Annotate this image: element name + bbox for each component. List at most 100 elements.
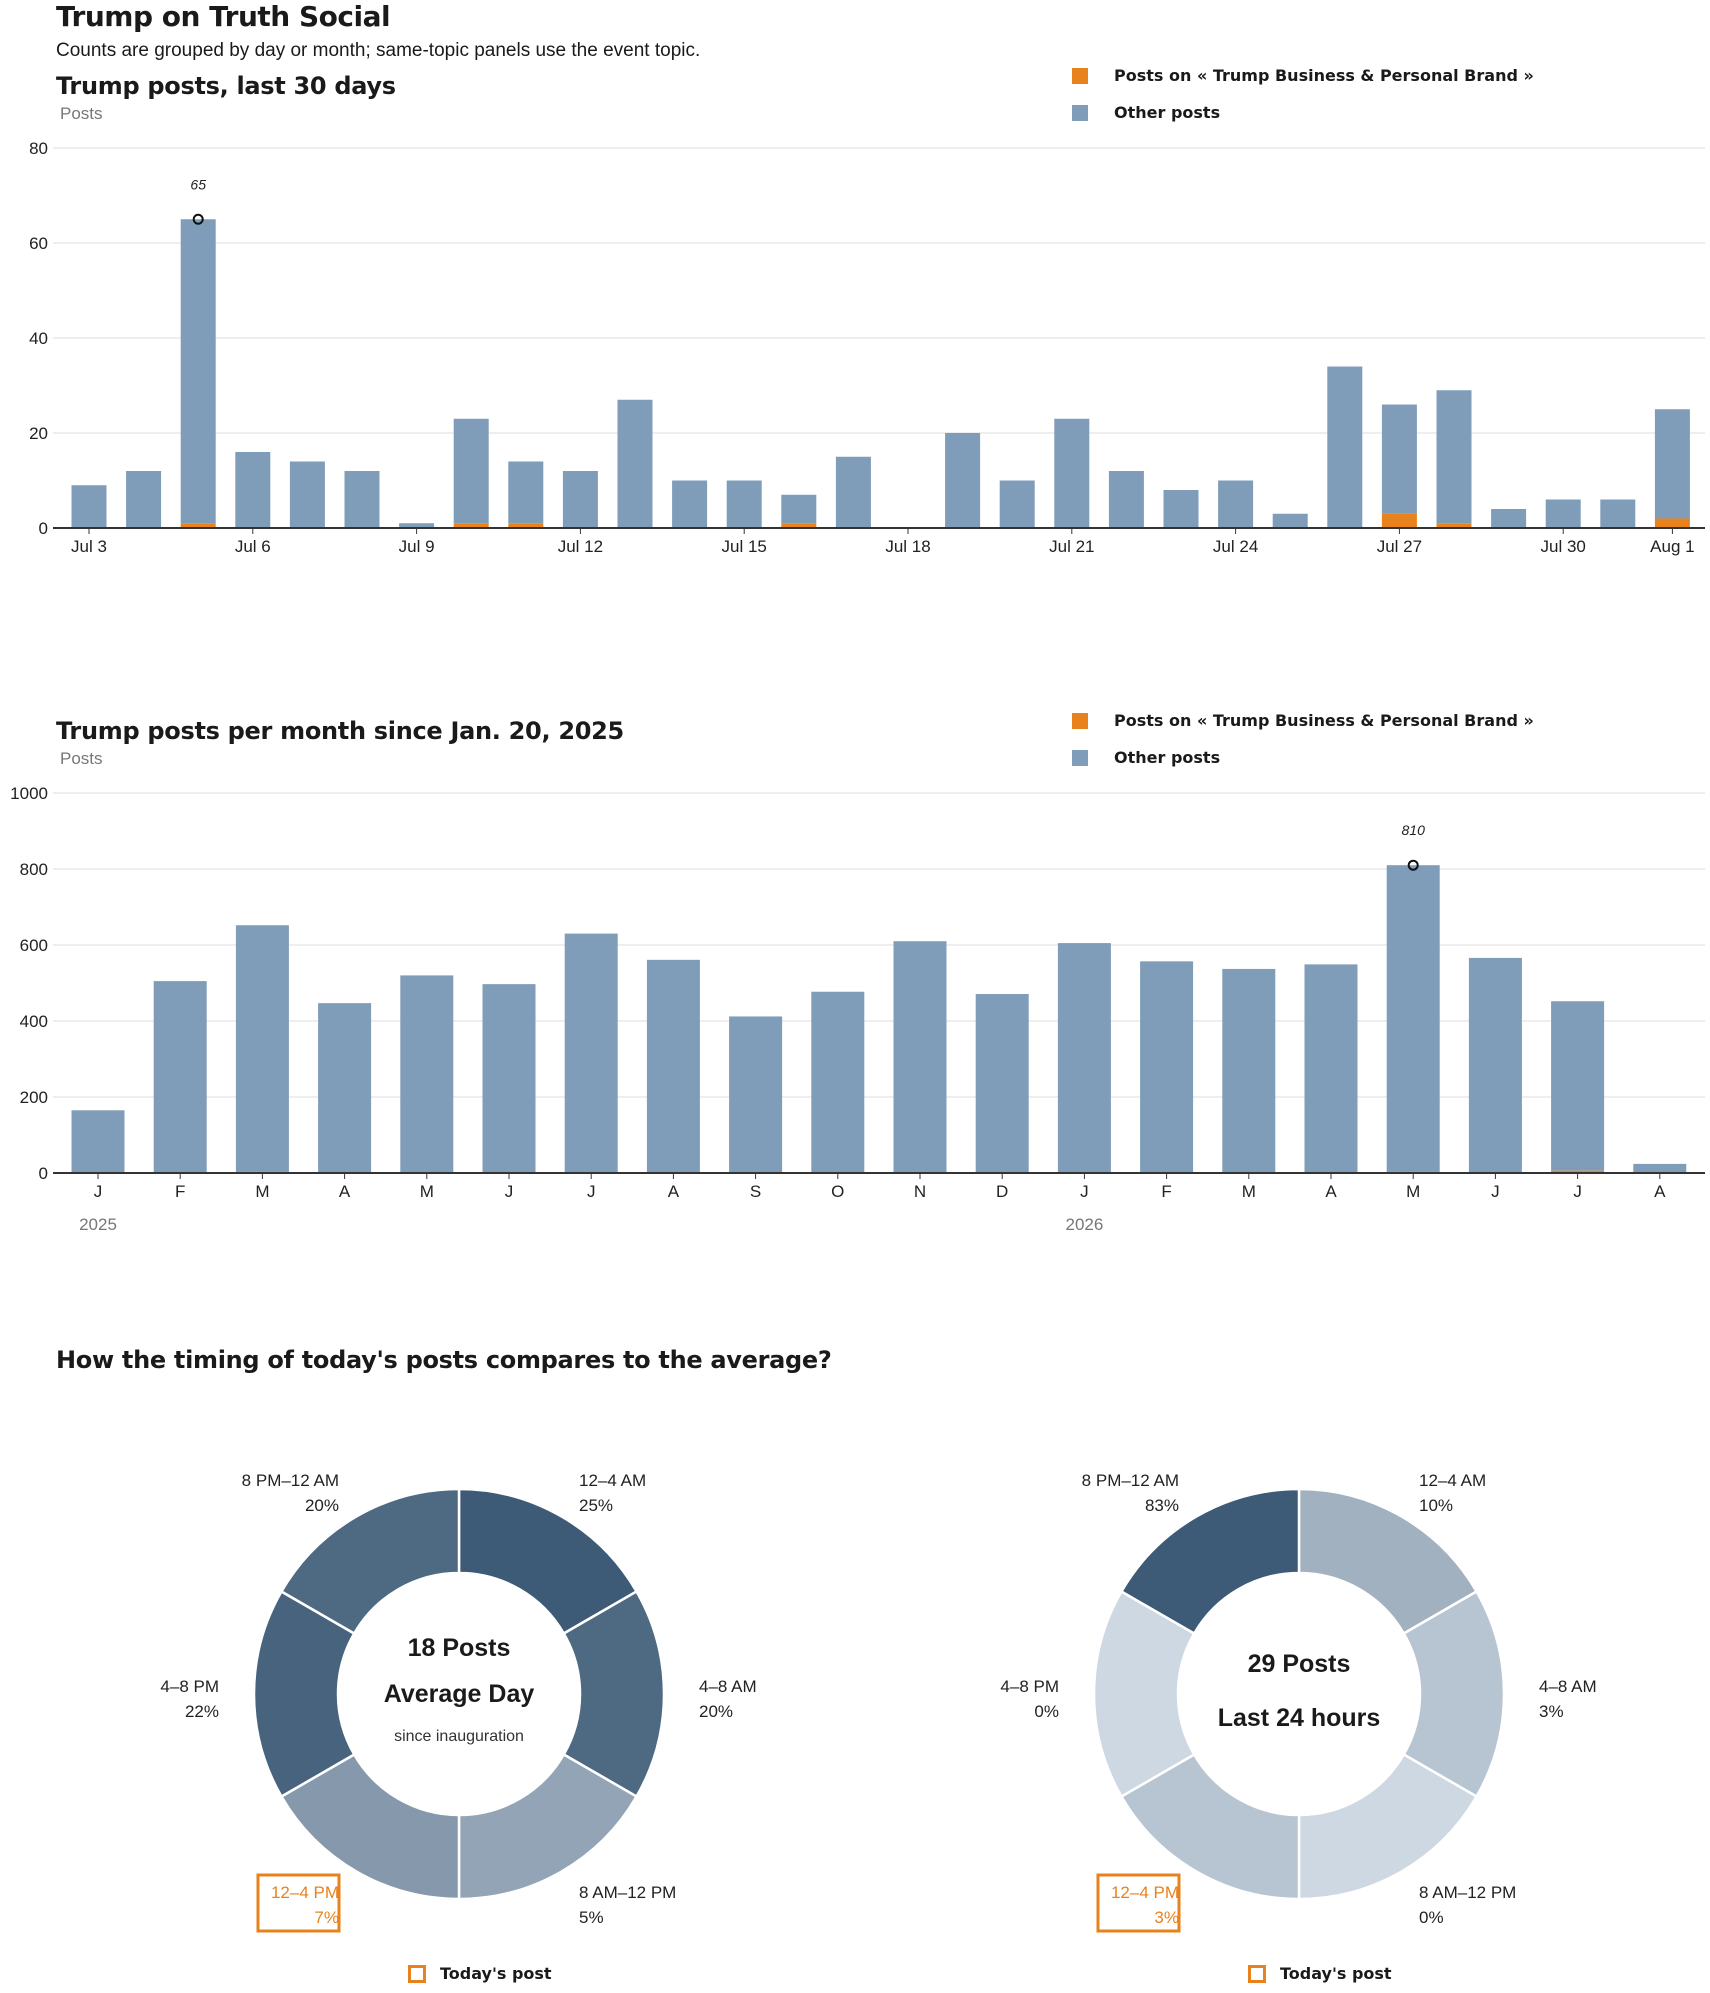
bar-topic-jul-16	[781, 523, 817, 528]
x-tick-label: Jul 6	[235, 537, 271, 556]
bar-other-f	[153, 981, 207, 1173]
slice-pct: 0%	[1034, 1702, 1059, 1721]
today-legend-label: Today's post	[1280, 1964, 1392, 1983]
bar-other-a	[1304, 964, 1358, 1173]
bar-other-jul-20	[999, 480, 1035, 528]
chart2-title: Trump posts per month since Jan. 20, 202…	[56, 717, 624, 745]
x-tick-label: N	[914, 1182, 926, 1201]
chart1-y-unit: Posts	[60, 104, 103, 123]
bar-other-a	[1633, 1163, 1687, 1173]
chart2-y-unit: Posts	[60, 749, 103, 768]
bar-other-jul-28	[1436, 390, 1472, 524]
peak-label: 65	[190, 176, 206, 192]
bar-other-jul-22	[1108, 471, 1144, 528]
legend-item-other: Other posts	[1072, 748, 1534, 767]
legend-item-topic: Posts on « Trump Business & Personal Bra…	[1072, 711, 1534, 730]
peak-label: 810	[1402, 822, 1426, 838]
x-tick-label: Jul 30	[1541, 537, 1586, 556]
x-tick-label: Jul 9	[399, 537, 435, 556]
x-tick-label: J	[94, 1182, 103, 1201]
y-tick-label: 200	[20, 1088, 48, 1107]
slice-pct: 25%	[579, 1496, 613, 1515]
slice-label: 12–4 AM	[1419, 1471, 1486, 1490]
bar-topic-jul-11	[508, 523, 544, 528]
bar-other-jul-5	[180, 219, 216, 524]
slice-pct: 3%	[1539, 1702, 1564, 1721]
bar-other-j	[1468, 957, 1522, 1173]
donut-center-subtitle: Average Day	[384, 1680, 535, 1708]
y-tick-label: 0	[39, 1164, 48, 1183]
daily-posts-chart: 0 20 40 60 80 Jul 3 Jul 6 Jul 9 Jul 12 Jul 15 Jul …	[29, 139, 1705, 556]
legend-item-other: Other posts	[1072, 103, 1534, 122]
slice-pct: 3%	[1154, 1908, 1179, 1927]
today-legend-right: Today's post	[1248, 1964, 1392, 1983]
slice-pct: 20%	[699, 1702, 733, 1721]
bar-other-n	[893, 941, 947, 1173]
x-tick-label: Jul 15	[722, 537, 767, 556]
bar-other-o	[811, 991, 865, 1173]
y-tick-label: 60	[29, 234, 48, 253]
bar-topic-aug-1	[1654, 518, 1690, 528]
slice-pct: 10%	[1419, 1496, 1453, 1515]
bar-topic-jul-27	[1381, 513, 1417, 528]
x-tick-label: J	[1080, 1182, 1089, 1201]
x-tick-label: Jul 12	[558, 537, 603, 556]
today-swatch	[408, 1964, 426, 1983]
bar-other-jul-4	[126, 471, 162, 528]
bar-other-jul-7	[289, 461, 325, 528]
bar-other-jul-16	[781, 494, 817, 524]
timing-title: How the timing of today's posts compares…	[56, 1346, 832, 1374]
slice-label: 12–4 PM	[1111, 1883, 1179, 1902]
bar-other-jul-12	[562, 471, 598, 528]
x-tick-label: F	[175, 1182, 185, 1201]
bar-other-jul-19	[945, 433, 981, 528]
bar-other-j	[1551, 1001, 1605, 1171]
y-tick-label: 20	[29, 424, 48, 443]
x-tick-label: A	[668, 1182, 680, 1201]
bar-other-jul-23	[1163, 490, 1199, 528]
bar-other-jul-11	[508, 461, 544, 524]
bar-other-a	[318, 1003, 372, 1173]
timing-donuts: 12–4 AM 25% 4–8 AM 20% 8 AM–12 PM 5% 12–4 PM 7%…	[160, 1471, 1597, 1933]
bar-other-jul-15	[726, 480, 762, 528]
year-label: 2026	[1065, 1215, 1103, 1234]
y-tick-label: 80	[29, 139, 48, 158]
bar-other-jul-26	[1327, 366, 1363, 528]
slice-label: 4–8 AM	[699, 1677, 757, 1696]
bar-other-jul-30	[1545, 499, 1581, 528]
today-highlight-box	[1096, 1873, 1181, 1933]
bar-other-a	[646, 959, 700, 1173]
y-tick-label: 400	[20, 1012, 48, 1031]
donut-slice-8-pm-12-am	[279, 1487, 461, 1636]
page-title: Trump on Truth Social	[56, 0, 391, 33]
x-tick-label: Jul 21	[1049, 537, 1094, 556]
bar-other-jul-25	[1272, 513, 1308, 528]
chart1-legend: Posts on « Trump Business & Personal Bra…	[1072, 66, 1534, 122]
x-tick-label: A	[339, 1182, 351, 1201]
x-tick-label: D	[996, 1182, 1008, 1201]
chart1-title: Trump posts, last 30 days	[56, 72, 396, 100]
bar-topic-jul-10	[453, 523, 489, 528]
bar-other-jul-13	[617, 399, 653, 528]
bar-other-jul-31	[1600, 499, 1636, 528]
bar-other-m	[400, 975, 454, 1173]
legend-swatch-other	[1072, 749, 1088, 766]
x-tick-label: M	[420, 1182, 434, 1201]
bar-other-f	[1140, 961, 1194, 1173]
x-tick-label: M	[1242, 1182, 1256, 1201]
y-tick-label: 40	[29, 329, 48, 348]
legend-item-topic: Posts on « Trump Business & Personal Bra…	[1072, 66, 1534, 85]
bar-other-j	[71, 1110, 125, 1172]
today-highlight-box	[256, 1873, 341, 1933]
slice-pct: 0%	[1419, 1908, 1444, 1927]
bar-other-j	[1057, 943, 1111, 1173]
today-swatch	[1248, 1964, 1266, 1983]
legend-swatch-topic	[1072, 67, 1088, 84]
x-tick-label: F	[1161, 1182, 1171, 1201]
year-label: 2025	[79, 1215, 117, 1234]
today-legend-label: Today's post	[440, 1964, 552, 1983]
slice-pct: 5%	[579, 1908, 604, 1927]
bar-other-jul-17	[835, 456, 871, 528]
bar-other-s	[729, 1016, 783, 1172]
x-tick-label: Jul 18	[885, 537, 930, 556]
